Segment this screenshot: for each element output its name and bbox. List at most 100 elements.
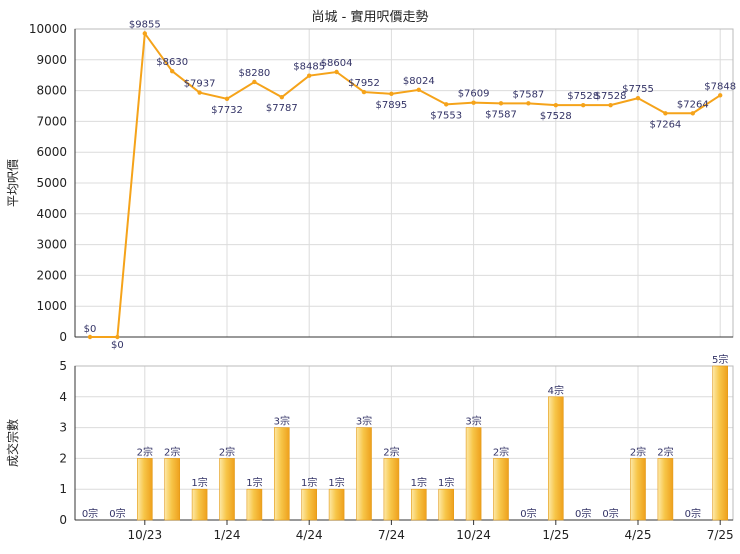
price-point	[553, 102, 558, 108]
price-point	[526, 101, 531, 106]
volume-bar	[356, 427, 372, 521]
price-data-label: $7755	[622, 84, 654, 95]
price-point	[252, 79, 257, 85]
price-data-label: $7732	[211, 105, 243, 116]
volume-data-label: 0宗	[109, 507, 125, 520]
price-point	[334, 69, 339, 75]
price-point	[361, 89, 367, 95]
x-tick-label: 1/24	[214, 528, 241, 542]
price-point	[581, 102, 586, 108]
price-data-label: $7848	[704, 81, 736, 92]
y-tick-label: 4000	[36, 207, 67, 221]
volume-data-label: 0宗	[82, 507, 98, 520]
y-tick-label: 1	[59, 482, 67, 496]
price-point	[389, 91, 394, 97]
volume-bar	[712, 365, 729, 521]
price-data-label: $7587	[512, 89, 544, 100]
volume-bar	[438, 488, 455, 521]
price-data-label: $7952	[348, 78, 380, 89]
price-point	[498, 101, 504, 106]
x-tick-label: 7/24	[378, 528, 405, 542]
volume-bar	[493, 458, 509, 521]
x-tick-label: 10/24	[456, 528, 491, 542]
price-data-label: $7528	[540, 111, 572, 122]
volume-data-label: 0宗	[602, 507, 618, 520]
volume-bar	[328, 488, 345, 521]
volume-data-label: 1宗	[438, 476, 454, 489]
y-tick-label: 4	[59, 390, 67, 404]
y-tick-label: 3	[59, 421, 67, 435]
price-data-label: $7937	[184, 79, 216, 90]
price-point	[170, 68, 175, 74]
price-data-label: $7264	[649, 119, 681, 130]
price-data-label: $0	[111, 340, 124, 351]
volume-data-label: 3宗	[274, 415, 290, 428]
volume-data-label: 0宗	[685, 507, 701, 520]
volume-bar	[383, 458, 400, 521]
price-data-label: $7264	[677, 99, 709, 110]
y-tick-label: 1000	[36, 299, 67, 313]
volume-data-label: 4宗	[548, 384, 564, 397]
y-tick-label: 7000	[36, 114, 67, 128]
price-point	[197, 90, 202, 95]
price-point	[444, 102, 449, 107]
y-tick-label: 5000	[36, 176, 67, 190]
price-point	[718, 93, 723, 98]
volume-data-label: 1宗	[191, 476, 207, 489]
x-tick-label: 4/24	[296, 528, 323, 542]
y-tick-label: 2	[59, 451, 67, 465]
volume-panel: 0 1 2 3 4 5 0宗 0宗 2宗 2宗 1宗 2宗 1宗 3宗 1宗 1宗 3宗 2宗 1宗 1宗 3宗 2宗 0宗…	[59, 353, 733, 542]
volume-bar	[301, 488, 318, 521]
volume-data-label: 0宗	[575, 507, 591, 520]
volume-bar	[630, 458, 646, 521]
y-tick-label: 10000	[29, 22, 67, 36]
price-data-label: $8604	[321, 58, 353, 69]
volume-data-label: 5宗	[712, 353, 728, 366]
x-tick-label: 7/25	[707, 528, 734, 542]
volume-bar	[137, 458, 153, 521]
volume-bar	[410, 488, 427, 521]
volume-data-label: 0宗	[520, 507, 536, 520]
volume-data-label: 1宗	[301, 476, 317, 489]
y-tick-label: 0	[59, 330, 67, 344]
volume-bar	[164, 458, 180, 521]
price-point	[635, 95, 641, 101]
volume-bar	[657, 458, 674, 521]
volume-axis-label: 成交宗數	[5, 419, 20, 467]
volume-data-label: 2宗	[219, 445, 235, 458]
y-tick-label: 0	[59, 513, 67, 527]
volume-bar	[191, 488, 208, 521]
price-data-label: $7587	[485, 109, 517, 120]
x-tick-label: 1/25	[542, 528, 569, 542]
price-point	[608, 102, 613, 108]
price-data-label: $0	[84, 324, 97, 335]
price-data-label: $8485	[293, 62, 325, 73]
volume-data-label: 2宗	[657, 445, 673, 458]
price-point	[279, 94, 284, 100]
y-tick-label: 5	[59, 359, 67, 373]
y-tick-label: 8000	[36, 84, 67, 98]
x-tick-label: 10/23	[128, 528, 163, 542]
volume-data-label: 1宗	[328, 476, 344, 489]
volume-data-label: 1宗	[411, 476, 427, 489]
y-tick-label: 9000	[36, 53, 67, 67]
price-point	[471, 100, 476, 105]
x-tick-label: 4/25	[625, 528, 652, 542]
price-panel: 0 1000 2000 3000 4000 5000 6000 7000 8000 9000 100…	[29, 19, 736, 351]
volume-data-label: 3宗	[465, 415, 481, 428]
price-data-label: $8630	[156, 57, 188, 68]
price-data-label: $7528	[595, 91, 627, 102]
price-point	[690, 111, 695, 116]
volume-data-label: 2宗	[493, 445, 509, 458]
price-point	[307, 73, 312, 78]
price-point	[115, 334, 120, 340]
price-data-label: $8024	[403, 76, 435, 87]
volume-bar	[219, 458, 235, 521]
price-point	[87, 334, 93, 340]
y-tick-label: 2000	[36, 268, 67, 282]
price-data-label: $7528	[567, 91, 599, 102]
chart-title: 尚城 - 實用呎價走勢	[312, 9, 429, 25]
price-data-label: $7609	[458, 89, 490, 100]
